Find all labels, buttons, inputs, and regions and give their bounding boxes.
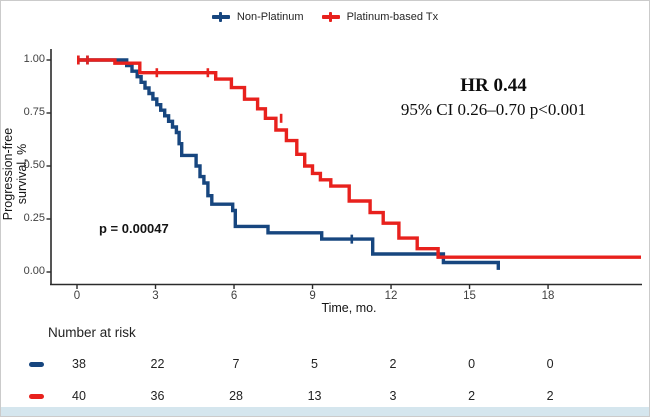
x-tick-label: 0 [73, 290, 81, 302]
risk-count: 28 [229, 389, 243, 403]
y-tick-label: 1.00 [23, 53, 45, 65]
risk-count: 5 [311, 357, 318, 371]
risk-table-header: Number at risk [48, 325, 136, 340]
legend-item-non-platinum: Non-Platinum [211, 11, 304, 23]
risk-count: 22 [150, 357, 165, 371]
risk-count: 3 [389, 389, 397, 403]
risk-count: 0 [468, 357, 476, 371]
risk-row-marker [29, 394, 44, 399]
y-tick-label: 0.25 [23, 212, 45, 224]
bottom-accent-bar [1, 407, 649, 416]
risk-count: 38 [72, 357, 86, 371]
risk-count: 2 [546, 389, 554, 403]
x-tick-label: 12 [384, 290, 398, 302]
hazard-ratio-annotation: HR 0.44 95% CI 0.26–0.70 p<0.001 [346, 75, 641, 120]
legend-label: Non-Platinum [236, 11, 304, 23]
x-tick-label: 6 [230, 290, 238, 302]
risk-count: 13 [307, 389, 322, 403]
x-tick-label: 3 [152, 290, 159, 302]
x-tick-label: 15 [463, 290, 476, 302]
risk-row-marker [29, 362, 44, 367]
risk-count: 2 [389, 357, 397, 371]
hr-value: HR 0.44 [460, 75, 527, 96]
risk-count: 36 [150, 389, 165, 403]
risk-count: 0 [546, 357, 554, 371]
y-tick-label: 0.00 [23, 265, 45, 277]
logrank-pvalue: p = 0.00047 [99, 221, 169, 236]
x-tick-label: 18 [541, 290, 555, 302]
non-platinum-line-icon [211, 12, 230, 22]
legend-label: Platinum-based Tx [346, 11, 439, 23]
risk-count: 7 [232, 357, 240, 371]
hr-confidence-interval: 95% CI 0.26–0.70 p<0.001 [400, 100, 587, 119]
axis-lines [50, 49, 642, 286]
y-tick-label: 0.75 [23, 106, 45, 118]
legend-item-platinum: Platinum-based Tx [321, 11, 439, 23]
risk-count: 2 [468, 389, 476, 403]
km-curve-platinum-based-tx [77, 58, 641, 259]
platinum-line-icon [321, 12, 340, 22]
risk-count: 40 [72, 389, 86, 403]
x-tick-label: 9 [309, 290, 316, 302]
y-tick-label: 0.50 [23, 159, 45, 171]
legend: Non-Platinum Platinum-based Tx [1, 11, 649, 23]
km-curve-non-platinum [77, 58, 500, 270]
x-axis-title: Time, mo. [321, 301, 377, 315]
